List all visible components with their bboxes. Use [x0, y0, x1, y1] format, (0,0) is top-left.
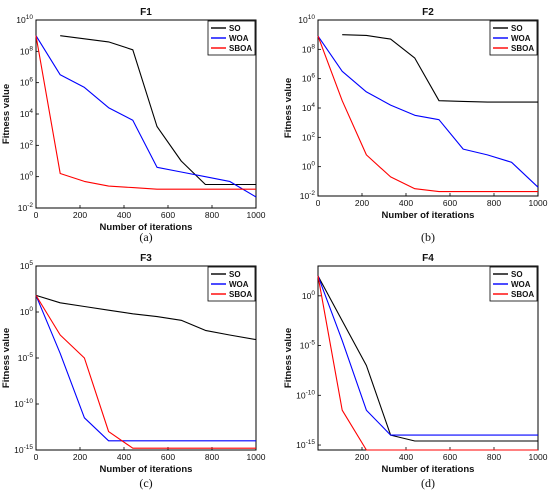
x-axis-label: Number of iterations	[100, 464, 193, 475]
series-line-woa	[35, 35, 257, 198]
x-tick-label: 200	[73, 452, 87, 462]
x-tick-label: 200	[355, 452, 369, 462]
y-tick-label: 108	[20, 45, 33, 56]
y-tick-label: 1010	[298, 14, 315, 25]
legend-label: SBOA	[511, 44, 534, 53]
series-line-sboa	[35, 35, 256, 190]
x-tick-label: 600	[161, 210, 175, 220]
series-line-so	[342, 34, 538, 103]
chart-title: F3	[140, 253, 152, 264]
y-tick-label: 105	[20, 260, 33, 271]
y-tick-label: 10-15	[14, 444, 33, 455]
x-tick-label: 800	[205, 210, 219, 220]
series-line-woa	[35, 295, 256, 442]
chart-panel-0: F1 0 200 400 600 800 1000 10-2 100 102 104 106 108 10…	[1, 7, 266, 244]
x-tick-label: 200	[355, 198, 369, 208]
legend-label: SO	[511, 24, 523, 33]
legend-label: WOA	[229, 280, 249, 289]
y-tick-label: 102	[302, 131, 315, 142]
x-tick-label: 400	[117, 210, 131, 220]
y-tick-label: 10-10	[14, 398, 33, 409]
y-tick-label: 106	[20, 77, 33, 88]
legend-label: WOA	[511, 34, 531, 43]
x-tick-label: 1000	[529, 198, 548, 208]
series-line-sboa	[317, 35, 538, 193]
x-tick-label: 800	[205, 452, 219, 462]
y-tick-label: 106	[302, 73, 315, 84]
x-tick-label: 1000	[247, 452, 266, 462]
x-tick-label: 200	[73, 210, 87, 220]
x-axis-label: Number of iterations	[382, 464, 475, 475]
x-tick-label: 400	[399, 198, 413, 208]
y-tick-label: 102	[20, 139, 33, 150]
panel-caption: (b)	[421, 230, 435, 244]
legend-label: SBOA	[511, 290, 534, 299]
x-tick-label: 400	[117, 452, 131, 462]
x-tick-label: 400	[399, 452, 413, 462]
series-line-so	[35, 294, 257, 341]
chart-panel-1: F2 0 200 400 600 800 1000 10-2 100 102 104 106 108 10…	[283, 7, 548, 244]
y-tick-label: 10-2	[300, 190, 316, 201]
series-line-so	[317, 275, 538, 442]
x-tick-label: 1000	[529, 452, 548, 462]
series-line-so	[60, 35, 256, 186]
panel-caption: (c)	[139, 476, 152, 490]
x-tick-label: 600	[443, 198, 457, 208]
x-tick-label: 0	[34, 210, 39, 220]
y-tick-label: 10-5	[18, 352, 34, 363]
y-tick-label: 100	[302, 161, 315, 172]
legend-box	[489, 20, 538, 56]
legend-label: WOA	[229, 34, 249, 43]
y-tick-label: 104	[20, 108, 33, 119]
panel-caption: (d)	[421, 476, 435, 490]
x-tick-label: 1000	[247, 210, 266, 220]
chart-title: F4	[422, 253, 434, 264]
x-tick-label: 600	[161, 452, 175, 462]
legend-label: SO	[229, 270, 241, 279]
y-tick-label: 100	[20, 306, 33, 317]
y-tick-label: 10-15	[296, 439, 315, 450]
legend-label: SO	[511, 270, 523, 279]
y-tick-label: 10-10	[296, 389, 315, 400]
y-tick-label: 100	[302, 290, 315, 301]
chart-title: F1	[140, 7, 152, 18]
legend-label: SBOA	[229, 290, 252, 299]
y-tick-label: 104	[302, 102, 315, 113]
series-line-woa	[317, 35, 539, 188]
x-tick-label: 800	[487, 198, 501, 208]
series-line-sboa	[317, 275, 538, 451]
y-tick-label: 10-2	[18, 202, 34, 213]
x-tick-label: 600	[443, 452, 457, 462]
chart-title: F2	[422, 7, 434, 18]
x-tick-label: 0	[316, 198, 321, 208]
y-tick-label: 1010	[16, 14, 33, 25]
series-line-sboa	[35, 295, 256, 449]
y-tick-label: 10-5	[300, 340, 316, 351]
legend-label: SBOA	[229, 44, 252, 53]
x-tick-label: 800	[487, 452, 501, 462]
y-axis-label: Fitness value	[283, 328, 294, 388]
x-axis-label: Number of iterations	[100, 222, 193, 233]
x-axis-label: Number of iterations	[382, 210, 475, 221]
chart-panel-2: F3 0 200 400 600 800 1000 10-15 10-10 10-5 100 105 N…	[1, 253, 266, 490]
y-axis-label: Fitness value	[283, 78, 294, 138]
series-line-woa	[317, 275, 538, 436]
legend-label: SO	[229, 24, 241, 33]
y-axis-label: Fitness value	[1, 328, 12, 388]
y-tick-label: 108	[302, 43, 315, 54]
y-tick-label: 100	[20, 171, 33, 182]
legend-label: WOA	[511, 280, 531, 289]
x-tick-label: 0	[34, 452, 39, 462]
panel-caption: (a)	[139, 230, 152, 244]
y-axis-label: Fitness value	[1, 84, 12, 144]
chart-panel-3: F4 200 400 600 800 1000 10-15 10-10 10-5 100 Numbe…	[283, 253, 548, 490]
